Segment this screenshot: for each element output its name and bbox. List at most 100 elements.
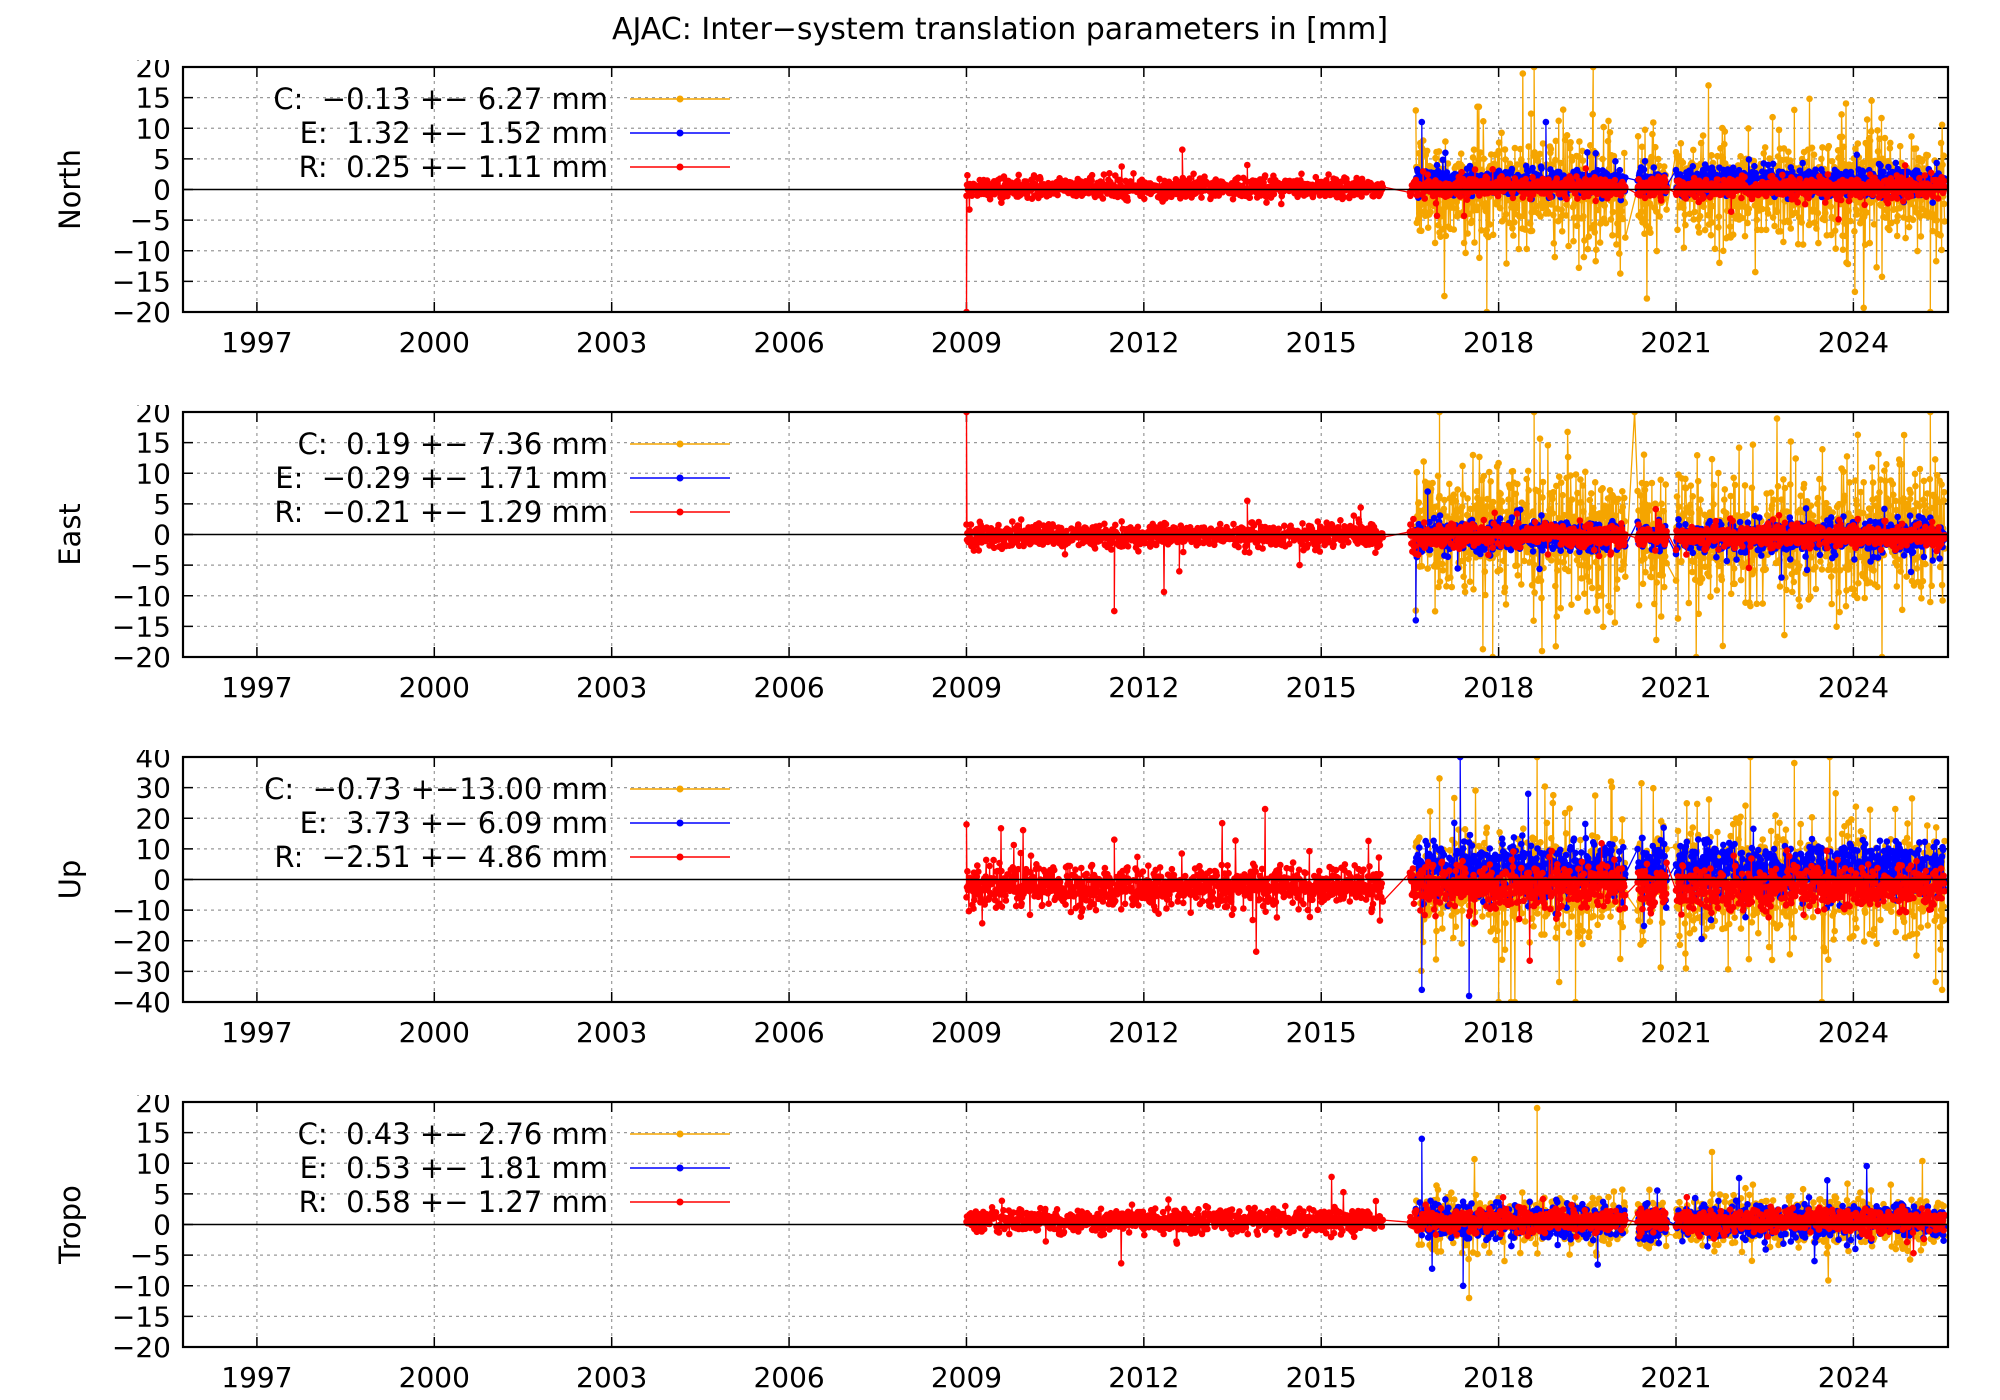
data-point-R [1424,171,1431,178]
data-point-C [1695,229,1703,236]
data-point-C [1682,475,1689,483]
data-point-C [1563,201,1570,208]
data-point-C [1502,601,1510,608]
data-point-C [1786,219,1793,226]
data-point-C [1866,137,1874,144]
data-point-C [1525,487,1532,494]
data-point-C [1730,565,1738,572]
data-point-C [1585,233,1593,240]
data-point-C [1706,211,1713,219]
data-point-C [1581,237,1588,244]
data-point-C [1461,588,1469,596]
legend-label-R: R: 0.25 +− 1.11 mm [299,150,608,184]
data-point-C [1855,579,1862,587]
data-point-C [1752,505,1760,513]
data-point-C [1874,148,1882,155]
data-point-C [1663,206,1670,213]
data-point-C [1838,111,1845,118]
data-point-C [1602,219,1610,227]
data-point-C [1498,508,1505,515]
data-point-C [1638,208,1645,216]
data-point-C [1803,498,1811,505]
data-point-C [1866,239,1873,247]
data-point-C [1841,492,1848,500]
data-point-C [1807,502,1815,509]
data-point-E [1799,159,1806,167]
data-point-C [1812,585,1820,593]
data-point-E [1892,159,1900,167]
data-point-C [1909,216,1917,224]
data-point-C [1787,481,1794,488]
data-point-C [1835,589,1842,596]
data-point-C [1653,208,1660,215]
data-point-C [1891,205,1898,213]
data-point-C [1737,153,1744,160]
data-point-C [1503,196,1511,204]
data-point-C [1852,145,1859,152]
data-point-C [1841,220,1848,227]
data-point-C [1867,128,1875,135]
data-point-C [1795,596,1802,603]
data-point-R [1177,195,1184,202]
data-point-R [968,192,976,199]
data-point-C [1827,203,1834,210]
data-point-C [1506,160,1514,168]
data-point-C [1721,486,1729,493]
data-point-C [1653,579,1661,586]
data-point-C [1476,453,1483,461]
data-point-C [1547,145,1555,153]
data-point-C [1528,227,1536,235]
data-point-C [1840,468,1847,475]
data-point-C [1777,228,1784,235]
y-tick-label: 0 [153,174,171,207]
data-point-C [1711,245,1719,253]
data-point-C [1808,553,1815,561]
data-point-C [1574,594,1582,602]
data-point-C [1762,226,1770,234]
data-point-C [1806,95,1813,103]
data-point-C [1565,242,1572,250]
data-point-C [1787,225,1795,232]
data-point-C [1501,146,1509,153]
data-point-C [1568,496,1576,503]
data-point-C [1533,202,1540,210]
data-point-C [1447,574,1454,581]
data-point-R [1270,190,1278,198]
data-point-E [1650,164,1658,171]
legend-marker-R [676,163,684,171]
data-point-C [1823,499,1830,507]
data-point-C [1648,153,1655,161]
data-point-C [1811,219,1818,226]
data-point-C [1735,444,1743,451]
data-point-C [1531,589,1538,596]
y-tick-label: −20 [112,641,171,674]
data-point-C [1564,453,1572,461]
data-point-R [1617,192,1625,199]
data-point-C [1562,212,1570,219]
data-point-C [1778,156,1785,164]
data-point-C [1859,159,1867,166]
data-point-C [1634,133,1642,140]
data-point-C [1682,221,1689,229]
data-point-R [964,172,971,179]
data-point-E [1592,150,1599,157]
data-point-C [1641,486,1649,494]
data-point-C [1816,475,1823,483]
data-point-C [1552,156,1559,164]
data-point-C [1520,517,1527,524]
data-point-C [1680,244,1688,251]
data-point-C [1581,590,1588,597]
data-point-C [1843,453,1851,460]
data-point-C [1828,158,1836,165]
data-point-C [1564,428,1571,436]
y-tick-label: 15 [135,427,171,460]
chart-title: AJAC: Inter−system translation parameter… [611,12,1389,47]
x-tick-label: 2000 [399,671,470,704]
data-point-C [1515,245,1523,253]
data-point-C [1924,152,1932,159]
data-point-R [1179,146,1186,153]
data-point-R [1340,193,1348,201]
data-point-C [1548,201,1555,208]
x-tick-label: 1997 [221,326,292,359]
data-point-R [1116,176,1124,184]
